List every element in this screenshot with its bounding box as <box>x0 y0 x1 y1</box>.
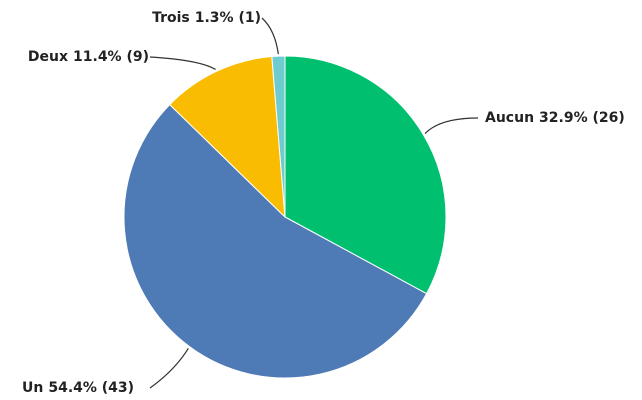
pie-slice <box>284 55 447 295</box>
slice-label: Trois 1.3% (1) <box>152 10 261 26</box>
slice-value: 32.9% (26) <box>539 110 625 126</box>
pie-slice <box>123 103 428 379</box>
leader-line <box>424 117 479 135</box>
slice-category: Aucun <box>485 110 534 126</box>
slice-label: Un 54.4% (43) <box>22 380 134 396</box>
slice-category: Deux <box>28 49 68 65</box>
slice-value: 1.3% (1) <box>195 10 261 26</box>
slice-label: Aucun 32.9% (26) <box>485 110 625 126</box>
slice-value: 54.4% (43) <box>48 380 134 396</box>
slice-label: Deux 11.4% (9) <box>28 49 149 65</box>
leader-line <box>261 17 279 55</box>
slice-value: 11.4% (9) <box>73 49 149 65</box>
slice-category: Trois <box>152 10 190 26</box>
leader-line <box>149 56 216 71</box>
slice-category: Un <box>22 380 43 396</box>
pie-slice <box>271 55 286 218</box>
leader-line <box>149 347 189 389</box>
pie-slice <box>169 55 286 219</box>
